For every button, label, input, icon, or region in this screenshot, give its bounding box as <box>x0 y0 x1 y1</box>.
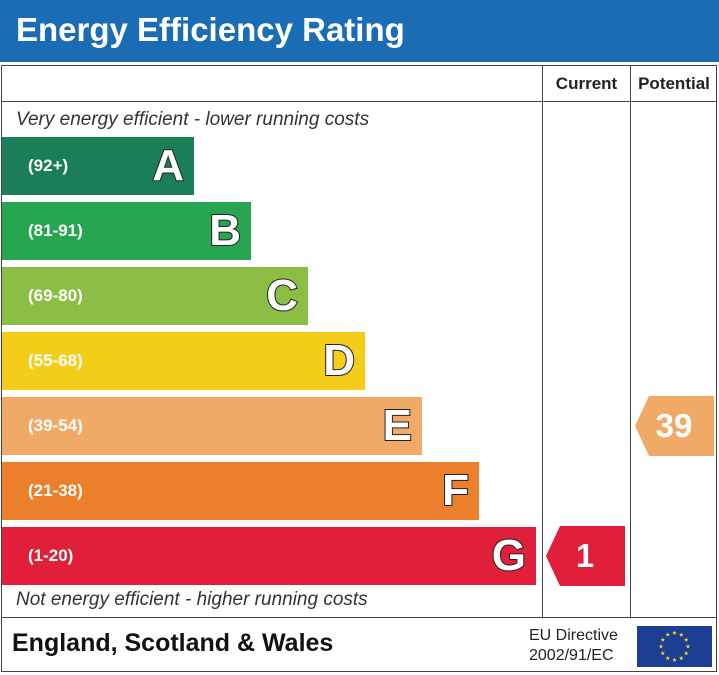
band-letter: E <box>382 400 413 451</box>
footer-divider <box>1 617 717 618</box>
note-efficient: Very energy efficient - lower running co… <box>16 109 370 130</box>
current-rating: 1 <box>546 526 625 586</box>
flag-star <box>678 632 684 637</box>
header-bar: Energy Efficiency Rating <box>0 0 719 62</box>
band-f: (21-38) F <box>2 462 479 520</box>
band-e: (39-54) E <box>2 397 422 455</box>
chart-frame <box>1 65 717 672</box>
band-letter: F <box>441 465 470 516</box>
band-range: (1-20) <box>28 546 74 565</box>
band-b: (81-91) B <box>2 202 251 260</box>
divider-current <box>542 65 543 617</box>
eu-directive: EU Directive 2002/91/EC <box>529 626 618 666</box>
band-range: (21-38) <box>28 481 83 500</box>
band-letter: B <box>208 205 242 256</box>
flag-star <box>685 644 691 649</box>
band-c: (69-80) C <box>2 267 308 325</box>
potential-rating-arrow <box>635 396 714 456</box>
flag-star <box>678 655 684 661</box>
flag-star <box>672 657 677 662</box>
directive-line-2: 2002/91/EC <box>529 647 614 664</box>
band-d: (55-68) D <box>2 332 365 390</box>
band-letter: G <box>491 530 527 581</box>
note-inefficient: Not energy efficient - higher running co… <box>16 589 368 610</box>
flag-star <box>665 632 671 637</box>
flag-star <box>683 650 689 656</box>
band-range: (69-80) <box>28 286 83 305</box>
region-label: England, Scotland & Wales <box>12 629 334 657</box>
band-letter: D <box>322 335 356 386</box>
band-letter: C <box>265 270 299 321</box>
band-g: (1-20) G <box>2 527 536 585</box>
band-letter: A <box>151 140 185 191</box>
flag-star <box>683 637 689 642</box>
flag-star <box>660 650 666 656</box>
directive-line-1: EU Directive <box>529 627 618 644</box>
column-current: Current <box>555 74 618 93</box>
current-rating-value: 1 <box>575 537 595 574</box>
column-potential: Potential <box>638 74 710 93</box>
current-rating-arrow <box>546 526 625 586</box>
flag-star <box>658 644 664 649</box>
flag-star <box>665 655 671 661</box>
flag-star <box>660 637 666 642</box>
header-divider <box>1 101 717 102</box>
flag-star <box>672 630 677 635</box>
page-title: Energy Efficiency Rating <box>16 11 405 48</box>
band-range: (92+) <box>28 156 69 175</box>
eu-flag-icon <box>637 626 712 667</box>
band-a: (92+) A <box>2 137 194 195</box>
potential-rating-value: 39 <box>655 407 693 444</box>
band-range: (39-54) <box>28 416 83 435</box>
divider-potential <box>630 65 631 617</box>
band-range: (81-91) <box>28 221 83 240</box>
band-range: (55-68) <box>28 351 83 370</box>
potential-rating: 39 <box>635 396 714 456</box>
